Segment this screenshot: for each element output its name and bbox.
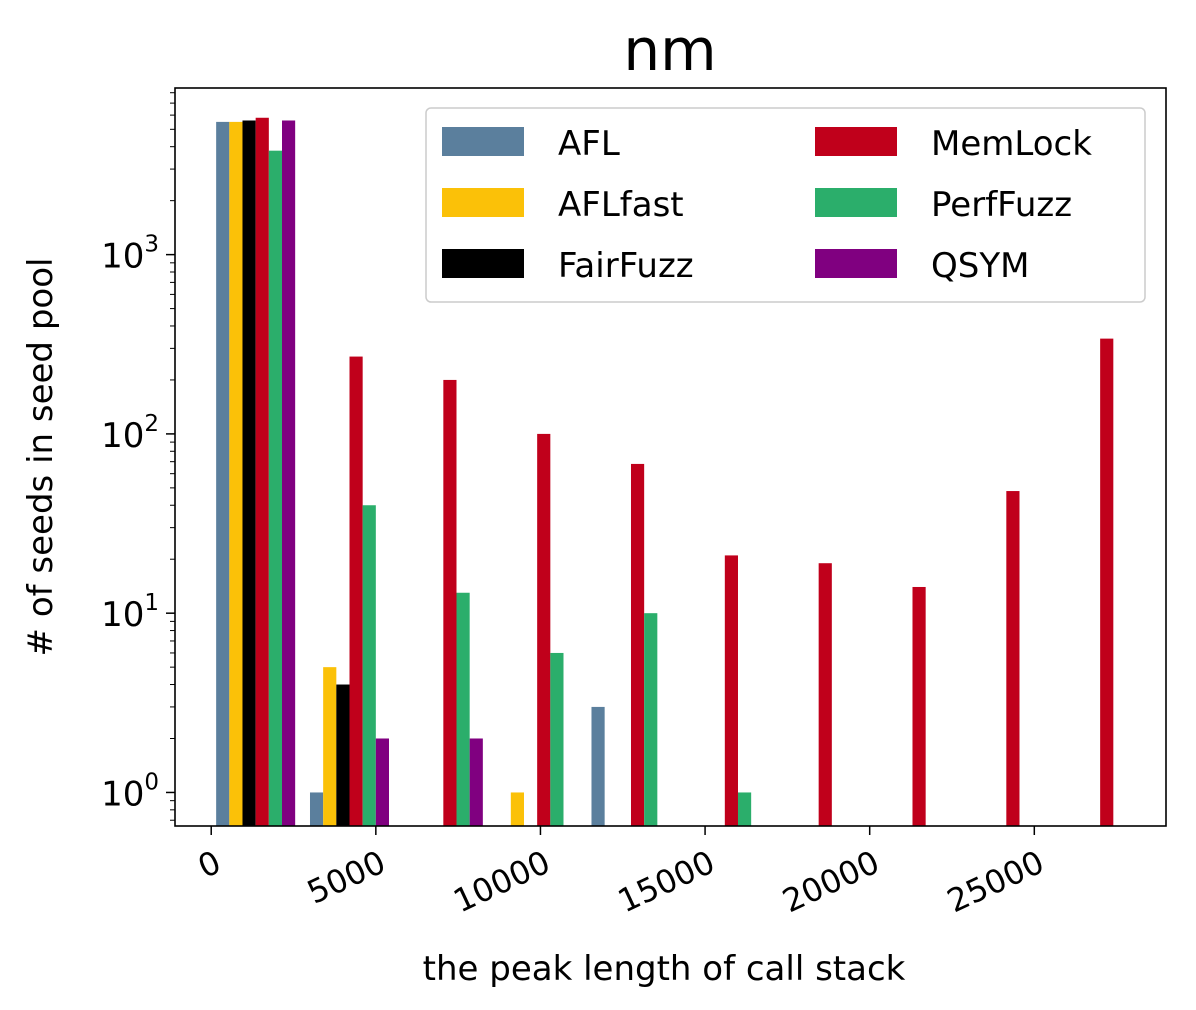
bar-fairfuzz-bin-1	[336, 684, 350, 826]
legend-label-aflfast: AFLfast	[558, 185, 684, 225]
x-tick-label: 25000	[941, 843, 1049, 920]
bar-memlock-bin-0	[255, 117, 269, 826]
legend-label-perffuzz: PerfFuzz	[931, 185, 1072, 225]
x-axis-ticks: 0 5000 10000 15000 20000 25000	[192, 826, 1050, 920]
legend-swatch-aflfast	[442, 188, 524, 217]
bar-fairfuzz-bin-0	[242, 120, 256, 827]
chart-title: nm	[623, 16, 716, 84]
x-axis-label: the peak length of call stack	[423, 949, 906, 989]
bar-memlock-bin-3	[537, 433, 551, 826]
x-tick-label: 10000	[448, 843, 556, 920]
y-axis-label: # of seeds in seed pool	[21, 258, 61, 657]
bar-perffuzz-bin-0	[268, 150, 282, 826]
bar-memlock-bin-8	[1006, 491, 1020, 826]
bar-memlock-bin-5	[724, 555, 738, 826]
legend-label-fairfuzz: FairFuzz	[558, 246, 694, 286]
bar-afl-bin-1	[309, 792, 324, 826]
plot-area-frame	[174, 87, 1167, 827]
bar-perffuzz-bin-1	[362, 505, 376, 826]
bars	[216, 117, 1114, 827]
bar-memlock-bin-4	[630, 463, 645, 826]
y-axis-ticks: 100 101 102 103	[101, 92, 175, 821]
legend-swatch-fairfuzz	[442, 249, 524, 278]
legend-box	[425, 107, 1146, 303]
legend-label-afl: AFL	[558, 124, 620, 164]
bar-afl-bin-4	[591, 706, 605, 826]
legend-swatch-memlock	[815, 127, 897, 156]
legend: AFL AFLfast FairFuzz MemLock PerfFuzz QSYM	[425, 107, 1146, 303]
bar-perffuzz-bin-5	[737, 792, 752, 826]
bar-perffuzz-bin-2	[456, 592, 470, 826]
bar-memlock-bin-2	[443, 379, 457, 826]
x-tick-label: 15000	[612, 843, 720, 920]
legend-label-qsym: QSYM	[931, 246, 1029, 286]
bar-memlock-bin-7	[912, 586, 926, 826]
bar-aflfast-bin-0	[229, 121, 243, 826]
bar-memlock-bin-6	[818, 563, 832, 826]
bar-qsym-bin-2	[469, 738, 483, 826]
x-tick-label: 20000	[777, 843, 885, 920]
bar-memlock-bin-9	[1100, 338, 1114, 826]
bar-perffuzz-bin-3	[550, 652, 564, 826]
legend-swatch-afl	[442, 127, 524, 156]
bar-qsym-bin-0	[282, 120, 296, 827]
x-tick-label: 5000	[301, 843, 391, 912]
bar-aflfast-bin-3	[510, 792, 524, 826]
legend-swatch-qsym	[815, 249, 897, 278]
y-tick-label: 103	[101, 232, 159, 277]
bar-perffuzz-bin-4	[644, 613, 658, 826]
legend-label-memlock: MemLock	[931, 124, 1092, 164]
y-tick-label: 100	[101, 769, 159, 814]
x-tick-label: 0	[192, 843, 227, 886]
legend-swatch-perffuzz	[815, 188, 897, 217]
bar-aflfast-bin-1	[323, 667, 337, 826]
y-tick-label: 102	[101, 411, 159, 456]
bar-afl-bin-0	[216, 121, 230, 826]
bar-qsym-bin-1	[375, 738, 389, 826]
bar-memlock-bin-1	[349, 356, 363, 826]
y-tick-label: 101	[101, 590, 159, 635]
